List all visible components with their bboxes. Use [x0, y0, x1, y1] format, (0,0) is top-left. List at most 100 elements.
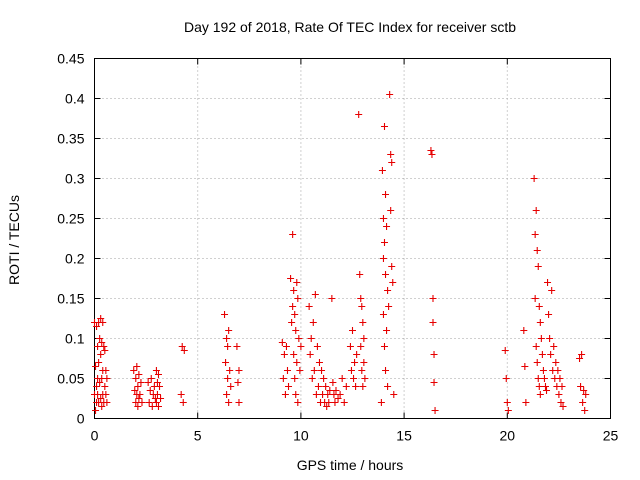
- data-point: [134, 403, 142, 410]
- data-point: [227, 383, 235, 390]
- data-point: [540, 375, 548, 382]
- data-point: [547, 351, 555, 358]
- data-point: [328, 295, 336, 302]
- data-point: [536, 319, 544, 326]
- data-point: [291, 311, 299, 318]
- data-point: [387, 151, 395, 158]
- data-point: [430, 351, 438, 358]
- tick-labels: 0 5 10 15 20 25 0 0.05 0.1 0.15 0.2 0.25 0.3 0.35 0.4 0…: [57, 51, 618, 444]
- data-point: [520, 327, 528, 334]
- data-point: [534, 375, 542, 382]
- data-point: [154, 371, 162, 378]
- data-point: [133, 363, 141, 370]
- data-point: [294, 295, 302, 302]
- data-point: [318, 367, 326, 374]
- data-point: [93, 383, 101, 390]
- data-point: [280, 351, 288, 358]
- data-point: [380, 123, 388, 130]
- data-point: [555, 391, 563, 398]
- data-point: [314, 383, 322, 390]
- data-point: [533, 359, 541, 366]
- data-point: [578, 351, 586, 358]
- data-point: [377, 399, 385, 406]
- data-point: [130, 367, 138, 374]
- data-point: [359, 383, 367, 390]
- data-point: [315, 359, 323, 366]
- data-point: [430, 379, 438, 386]
- data-point: [223, 335, 231, 342]
- data-point: [521, 363, 529, 370]
- data-point: [548, 287, 556, 294]
- data-point: [358, 303, 366, 310]
- data-point: [581, 407, 589, 414]
- data-point: [294, 399, 302, 406]
- data-point: [386, 91, 394, 98]
- data-point: [330, 391, 338, 398]
- data-point: [152, 367, 160, 374]
- data-point: [359, 319, 367, 326]
- data-point: [382, 271, 390, 278]
- data-point: [323, 403, 331, 410]
- data-point: [427, 147, 435, 154]
- data-point: [102, 391, 110, 398]
- y-tick-label: 0.2: [65, 251, 85, 267]
- data-point: [378, 167, 386, 174]
- data-point: [582, 391, 590, 398]
- data-point: [94, 343, 102, 350]
- data-point: [97, 315, 105, 322]
- data-point: [384, 383, 392, 390]
- data-point: [541, 383, 549, 390]
- data-point: [279, 375, 287, 382]
- data-point: [144, 379, 152, 386]
- data-point: [287, 275, 295, 282]
- data-point: [289, 303, 297, 310]
- data-point: [543, 387, 551, 394]
- data-point: [428, 151, 436, 158]
- x-tick-label: 10: [293, 428, 309, 444]
- data-point: [101, 383, 109, 390]
- data-point: [98, 339, 106, 346]
- y-axis-label: ROTI / TECUs: [6, 195, 22, 285]
- y-tick-label: 0.25: [57, 211, 84, 227]
- data-point: [146, 387, 154, 394]
- data-point: [235, 399, 243, 406]
- data-point: [145, 399, 153, 406]
- x-tick-label: 20: [500, 428, 516, 444]
- data-point: [134, 383, 142, 390]
- data-point: [153, 379, 161, 386]
- data-point: [307, 335, 315, 342]
- data-point: [380, 343, 388, 350]
- x-tick-label: 0: [91, 428, 99, 444]
- data-point: [100, 343, 108, 350]
- data-point: [352, 383, 360, 390]
- data-point: [222, 359, 230, 366]
- data-point: [103, 399, 111, 406]
- data-point: [346, 343, 354, 350]
- data-point: [283, 367, 291, 374]
- data-point: [535, 383, 543, 390]
- data-point: [308, 375, 316, 382]
- data-point: [580, 387, 588, 394]
- data-point: [357, 295, 365, 302]
- data-point: [92, 407, 100, 414]
- data-point: [429, 319, 437, 326]
- data-point: [554, 367, 562, 374]
- data-point: [311, 291, 319, 298]
- data-point: [305, 303, 313, 310]
- data-point: [387, 207, 395, 214]
- data-point: [539, 367, 547, 374]
- data-point: [310, 367, 318, 374]
- data-point: [131, 387, 139, 394]
- data-point: [353, 351, 361, 358]
- data-point: [156, 383, 164, 390]
- data-point: [531, 231, 539, 238]
- data-point: [533, 247, 541, 254]
- data-point: [290, 287, 298, 294]
- data-point: [550, 343, 558, 350]
- data-point: [534, 263, 542, 270]
- data-point: [332, 387, 340, 394]
- data-point: [324, 391, 332, 398]
- data-point: [532, 343, 540, 350]
- y-tick-label: 0.4: [65, 91, 85, 107]
- data-point: [531, 295, 539, 302]
